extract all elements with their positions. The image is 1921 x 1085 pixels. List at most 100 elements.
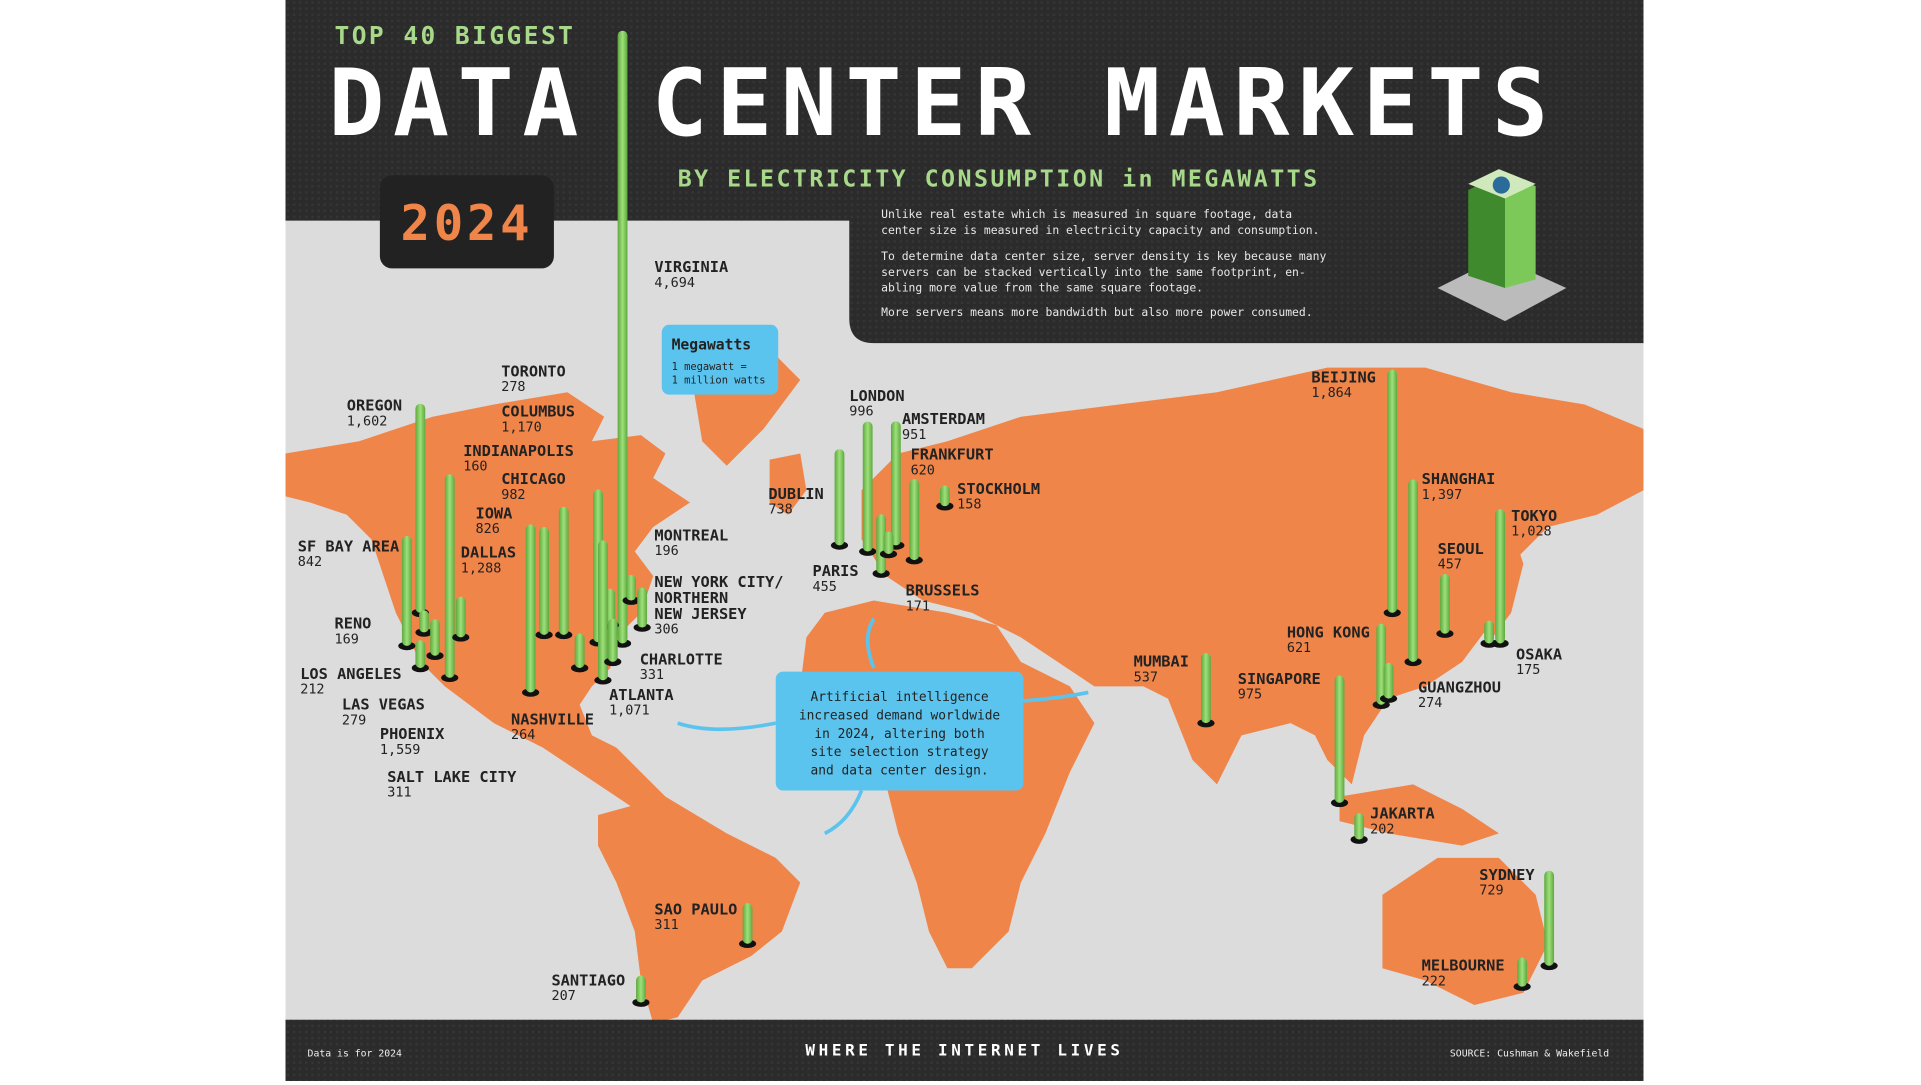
bar-label: STOCKHOLM <box>957 480 1040 498</box>
data-label: 175 <box>1516 662 1540 678</box>
bar-label: LOS ANGELES <box>300 665 401 683</box>
data-label: 1,071 <box>609 703 650 719</box>
bar-label: PARIS <box>813 562 859 580</box>
bar <box>539 527 550 635</box>
bar-label: BEIJING <box>1311 368 1376 386</box>
server-tower-icon <box>1437 169 1567 322</box>
bar-label: COLUMBUS <box>501 403 575 421</box>
callout-line: Artificial intelligence <box>811 690 989 705</box>
bar <box>1387 369 1398 613</box>
subtitle: BY ELECTRICITY CONSUMPTION in MEGAWATTS <box>678 165 1320 192</box>
bar-label: SALT LAKE CITY <box>387 768 517 786</box>
bar <box>1334 675 1345 803</box>
bar-base <box>859 547 877 556</box>
bar-label: NASHVILLE <box>511 710 594 728</box>
data-center-map-chart: TOP 40 BIGGEST DATA CENTER MARKETS BY EL… <box>285 0 1644 1081</box>
legend-line: 1 megawatt = <box>672 361 747 373</box>
bar <box>455 596 466 638</box>
bar-base <box>522 688 540 697</box>
bar <box>415 640 426 668</box>
bar-label: INDIANAPOLIS <box>463 442 574 460</box>
bar-label: BRUSSELS <box>906 582 980 600</box>
bar-label: AMSTERDAM <box>902 410 985 428</box>
data-label: 196 <box>654 543 678 559</box>
bar <box>626 574 637 601</box>
legend-title: Megawatts <box>672 336 752 353</box>
data-label: 331 <box>640 667 664 683</box>
data-label: 311 <box>654 917 678 933</box>
bar-label: GUANGZHOU <box>1418 678 1501 696</box>
bar-label: RENO <box>335 615 372 633</box>
bar-label: HONG KONG <box>1287 623 1370 641</box>
data-label: 1,559 <box>380 742 421 758</box>
bar <box>401 535 412 646</box>
bar-label: OREGON <box>347 397 402 415</box>
data-label: 982 <box>501 487 525 503</box>
bar <box>637 587 648 628</box>
data-label: 996 <box>849 403 873 419</box>
bar <box>1440 573 1450 634</box>
data-label: 1,028 <box>1511 524 1552 540</box>
bar-label: LAS VEGAS <box>342 696 425 714</box>
footer-bar <box>285 1019 1644 1081</box>
callout-line: site selection strategy <box>811 745 989 760</box>
bar <box>1484 620 1494 644</box>
bar <box>834 449 845 546</box>
callout-line: increased demand worldwide <box>799 708 1000 723</box>
bar <box>415 403 426 613</box>
bar-label: SAO PAULO <box>654 900 737 918</box>
bar <box>1354 813 1365 840</box>
data-label: 457 <box>1438 557 1462 573</box>
data-label: 951 <box>902 427 926 443</box>
bar <box>558 506 569 635</box>
data-label: 1,602 <box>347 413 388 429</box>
bar-base <box>1330 798 1349 808</box>
bar <box>939 485 950 507</box>
data-label: 729 <box>1479 883 1503 899</box>
intro-line: center size is measured in electricity c… <box>881 223 1319 237</box>
bar-base <box>398 641 416 651</box>
bar <box>909 479 920 561</box>
bar-base <box>1197 718 1215 728</box>
bar-label: SEOUL <box>1438 540 1484 558</box>
legend-box: Megawatts 1 megawatt = 1 million watts <box>661 324 779 395</box>
bar-label: VIRGINIA <box>654 258 728 276</box>
uk-ireland <box>769 453 807 515</box>
bar <box>617 30 628 644</box>
bar-label: OSAKA <box>1516 645 1562 663</box>
data-label: 1,864 <box>1311 385 1352 401</box>
bar-label: MELBOURNE <box>1422 957 1505 975</box>
bar <box>525 524 536 693</box>
year: 2024 <box>401 194 534 252</box>
data-label: 455 <box>813 579 837 595</box>
data-label: 311 <box>387 785 411 801</box>
legend-line: 1 million watts <box>672 375 766 387</box>
data-label: 274 <box>1418 695 1442 711</box>
bar <box>1408 479 1418 662</box>
bar-label: DALLAS <box>461 544 516 562</box>
bar-label: NEW JERSEY <box>654 605 747 623</box>
footer-brand: WHERE THE INTERNET LIVES <box>805 1040 1123 1059</box>
bar-base <box>571 663 589 673</box>
bar <box>430 619 440 656</box>
bar-label: MUMBAI <box>1134 653 1189 671</box>
bar-base <box>1513 982 1531 991</box>
bar-label: ATLANTA <box>609 686 674 704</box>
